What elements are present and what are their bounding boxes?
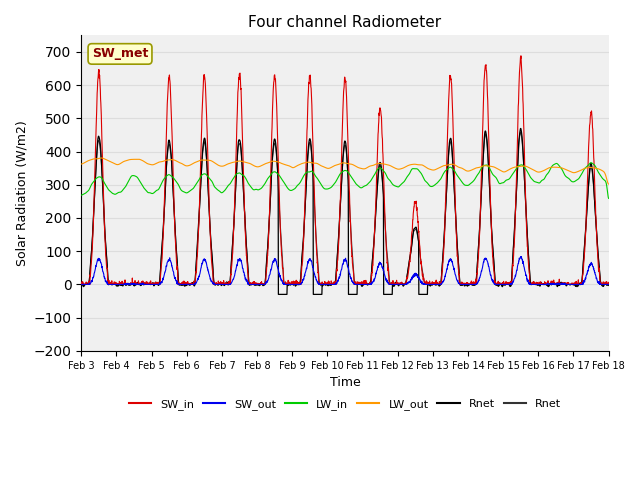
Legend: SW_in, SW_out, LW_in, LW_out, Rnet, Rnet: SW_in, SW_out, LW_in, LW_out, Rnet, Rnet bbox=[125, 395, 565, 415]
X-axis label: Time: Time bbox=[330, 376, 360, 389]
Y-axis label: Solar Radiation (W/m2): Solar Radiation (W/m2) bbox=[15, 120, 28, 266]
Title: Four channel Radiometer: Four channel Radiometer bbox=[248, 15, 442, 30]
Text: SW_met: SW_met bbox=[92, 48, 148, 60]
